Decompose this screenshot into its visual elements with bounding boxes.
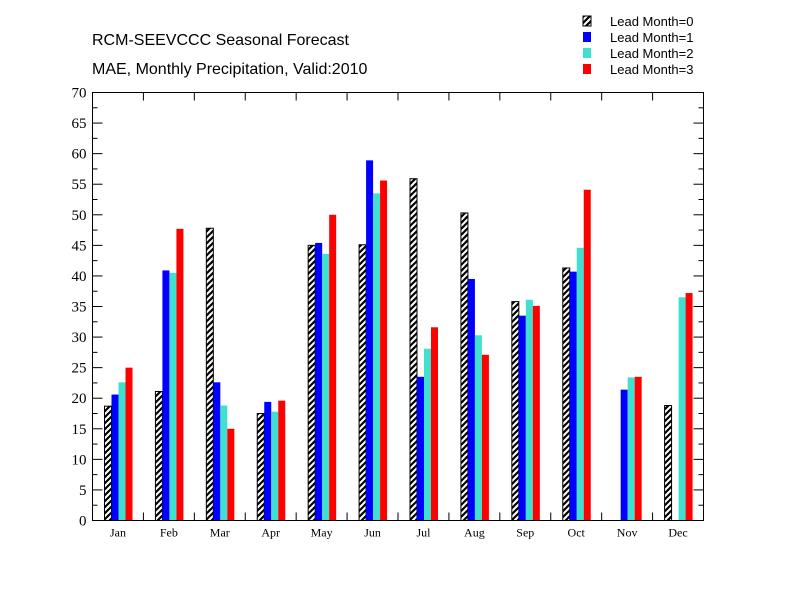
legend-swatch-1: [583, 32, 591, 42]
bar-jun-series-0: [358, 244, 367, 521]
bar-may-series-1: [315, 242, 323, 521]
bar-jul-series-2: [424, 348, 431, 521]
bar-nov-series-2: [627, 377, 635, 521]
bar-oct-series-1: [569, 271, 577, 521]
legend-label-3: Lead Month=3: [610, 62, 693, 77]
chart-subtitle: MAE, Monthly Precipitation, Valid:2010: [92, 61, 368, 78]
bar-jul-series-3: [431, 327, 438, 521]
bar-jan-series-3: [125, 367, 133, 521]
bar-may-series-3: [329, 214, 337, 521]
bar-may-series-0: [307, 244, 316, 522]
y-tick-label: 40: [72, 269, 87, 285]
bar-jun-series-3: [380, 180, 388, 521]
legend-label-0: Lead Month=0: [610, 14, 693, 29]
bar-oct-series-0: [562, 267, 571, 522]
bar-apr-series-2: [271, 411, 279, 521]
bar-nov-series-3: [634, 376, 642, 521]
bar-jan-series-2: [118, 382, 126, 521]
bar-jun-series-1: [366, 160, 374, 521]
legend-label-1: Lead Month=1: [610, 30, 693, 45]
bar-feb-series-0: [154, 390, 163, 521]
bar-aug-series-2: [474, 335, 482, 521]
bar-jun-series-2: [373, 193, 381, 521]
bar-mar-series-3: [227, 428, 235, 521]
x-tick-label-nov: Nov: [617, 526, 638, 540]
bar-mar-series-0: [205, 227, 214, 522]
x-tick-label-may: May: [311, 526, 333, 540]
bar-feb-series-3: [176, 228, 184, 521]
bar-mar-series-2: [220, 405, 228, 521]
bar-jul-series-0: [409, 178, 418, 522]
bar-may-series-2: [322, 253, 330, 521]
y-tick-label: 15: [72, 422, 87, 438]
y-tick-label: 45: [72, 238, 87, 254]
bar-mar-series-1: [213, 382, 221, 521]
x-tick-label-apr: Apr: [261, 526, 280, 540]
y-tick-label: 70: [72, 86, 87, 102]
legend-swatch-2: [583, 48, 591, 58]
chart-title: RCM-SEEVCCC Seasonal Forecast: [92, 32, 350, 49]
bar-aug-series-3: [481, 354, 489, 521]
bar-sep-series-1: [518, 315, 526, 521]
x-tick-label-jan: Jan: [110, 526, 126, 540]
bar-aug-series-0: [460, 212, 469, 521]
bar-apr-series-3: [278, 400, 286, 521]
bar-sep-series-3: [532, 305, 540, 521]
bar-dec-series-2: [678, 297, 686, 521]
y-tick-label: 30: [72, 330, 87, 346]
legend-swatch-3: [583, 64, 591, 74]
y-tick-label: 10: [72, 452, 87, 468]
legend-swatch-0: [582, 15, 592, 27]
x-tick-label-mar: Mar: [210, 526, 230, 540]
bar-oct-series-2: [576, 247, 584, 521]
bar-apr-series-0: [256, 413, 265, 521]
bar-feb-series-2: [169, 272, 177, 521]
y-tick-label: 50: [72, 208, 87, 224]
bar-sep-series-2: [525, 299, 533, 521]
legend-label-2: Lead Month=2: [610, 46, 693, 61]
bar-dec-series-3: [685, 293, 693, 521]
x-tick-label-jun: Jun: [364, 526, 381, 540]
y-tick-label: 35: [72, 300, 87, 316]
x-tick-label-feb: Feb: [160, 526, 178, 540]
bar-dec-series-0: [664, 405, 673, 521]
bar-jul-series-1: [417, 376, 424, 521]
y-axis: 0 5 10 15 20 25 30 35 40 45 50 55 60 65 70: [72, 86, 704, 530]
bar-feb-series-1: [162, 270, 170, 521]
bar-jan-series-0: [104, 405, 112, 521]
axes-group: [92, 92, 704, 521]
y-tick-label: 25: [72, 361, 87, 377]
y-tick-label: 5: [79, 483, 87, 499]
y-tick-label: 60: [72, 147, 87, 163]
x-tick-label-jul: Jul: [416, 526, 431, 540]
y-tick-label: 65: [72, 116, 87, 132]
plot-frame: [92, 92, 704, 521]
bar-nov-series-1: [620, 389, 628, 521]
bar-oct-series-3: [583, 189, 591, 521]
y-tick-label: 20: [72, 391, 87, 407]
x-axis: Jan Feb Mar Apr May Jun Jul Aug Sep Oct Nov Dec: [110, 92, 688, 540]
y-tick-label: 55: [72, 177, 87, 193]
x-tick-label-dec: Dec: [668, 526, 687, 540]
x-tick-label-aug: Aug: [464, 526, 485, 540]
bar-aug-series-1: [467, 278, 475, 521]
bar-sep-series-0: [511, 301, 520, 521]
bar-jan-series-1: [111, 394, 119, 521]
x-tick-label-sep: Sep: [516, 526, 534, 540]
y-tick-label: 0: [79, 514, 87, 530]
x-tick-label-oct: Oct: [568, 526, 586, 540]
bar-apr-series-1: [264, 401, 272, 521]
bars-group: [104, 160, 693, 522]
